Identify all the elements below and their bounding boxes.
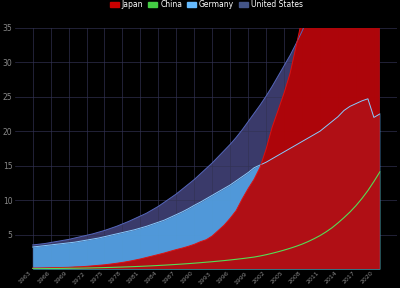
Legend: Japan, China, Germany, United States: Japan, China, Germany, United States bbox=[110, 0, 303, 9]
